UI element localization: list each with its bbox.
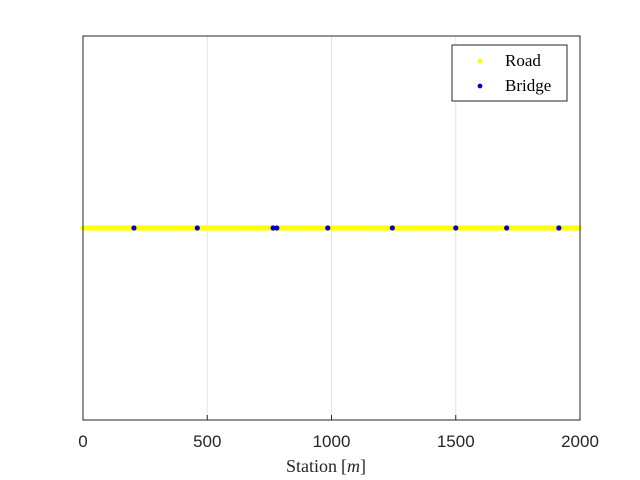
bridge-point: [389, 225, 395, 231]
bridge-point: [194, 225, 200, 231]
legend: Road Bridge: [451, 44, 568, 102]
x-tick-label: 1500: [437, 432, 475, 451]
x-tick-label: 0: [78, 432, 87, 451]
x-tick-label: 500: [193, 432, 221, 451]
x-axis-ticks: 0 500 1000 1500 2000: [78, 415, 599, 451]
legend-marker-bridge: [477, 83, 483, 89]
bridge-point: [274, 225, 280, 231]
bridge-point: [325, 225, 331, 231]
bridge-point: [270, 225, 276, 231]
x-tick-label: 2000: [561, 432, 599, 451]
bridge-point: [131, 225, 137, 231]
legend-box: [451, 44, 568, 102]
x-axis-unit: [m]: [341, 456, 366, 476]
bridge-point: [504, 225, 510, 231]
legend-label-road: Road: [505, 51, 541, 70]
x-tick-label: 1000: [313, 432, 351, 451]
legend-label-bridge: Bridge: [505, 76, 551, 95]
plot-data: [80, 225, 583, 231]
x-axis-label: Station: [286, 456, 337, 476]
legend-marker-road: [477, 58, 483, 64]
bridge-point: [453, 225, 459, 231]
bridge-point: [556, 225, 562, 231]
